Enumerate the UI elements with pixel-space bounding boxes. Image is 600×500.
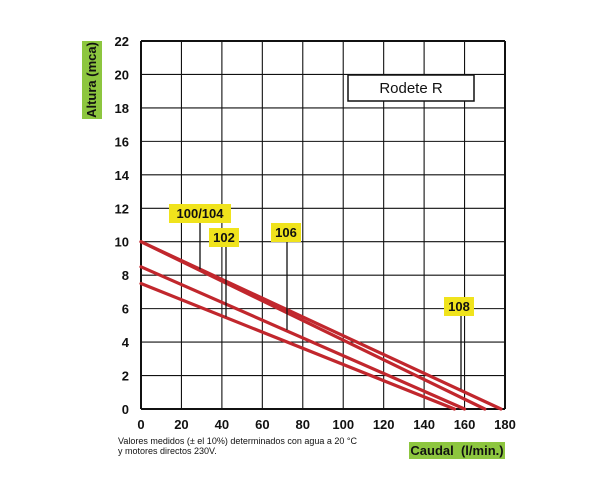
tag-label: 102 — [213, 230, 235, 245]
y-tick-20: 20 — [115, 67, 129, 82]
x-tick-140: 140 — [413, 417, 435, 432]
label-leaders — [199, 223, 462, 390]
chart-title: Rodete R — [379, 80, 443, 97]
x-tick-40: 40 — [215, 417, 229, 432]
y-axis-label-text: Altura (mca) — [84, 42, 99, 118]
tag-106: 106 — [271, 223, 301, 242]
y-tick-8: 8 — [122, 268, 129, 283]
measurement-note: Valores medidos (± el 10%) determinados … — [118, 436, 418, 456]
curve-106 — [139, 265, 467, 411]
tag-label: 106 — [275, 225, 297, 240]
x-tick-80: 80 — [296, 417, 310, 432]
tag-102: 102 — [209, 228, 239, 247]
x-tick-120: 120 — [373, 417, 395, 432]
x-tick-0: 0 — [137, 417, 144, 432]
curves — [139, 240, 503, 411]
x-tick-60: 60 — [255, 417, 269, 432]
tag-bg — [169, 204, 231, 223]
y-tick-16: 16 — [115, 134, 129, 149]
x-axis-label-text: Caudal (l/min.) — [410, 443, 503, 458]
y-tick-labels: 0 2 4 6 8 10 12 14 16 18 20 22 — [115, 34, 130, 417]
tag-108: 108 — [444, 297, 474, 316]
y-tick-12: 12 — [115, 201, 129, 216]
series-tags: 100/104 102 106 108 — [169, 204, 474, 316]
y-tick-0: 0 — [122, 402, 129, 417]
x-tick-labels: 0 20 40 60 80 100 120 140 160 180 — [137, 417, 515, 432]
tag-100-104: 100/104 — [169, 204, 231, 223]
y-axis-label: Altura (mca) — [82, 41, 102, 119]
y-tick-10: 10 — [115, 235, 129, 250]
y-tick-14: 14 — [115, 168, 130, 183]
x-tick-160: 160 — [454, 417, 476, 432]
note-line-2: y motores directos 230V. — [118, 446, 217, 456]
y-tick-6: 6 — [122, 302, 129, 317]
note-line-1: Valores medidos (± el 10%) determinados … — [118, 436, 358, 446]
chart-title-box: Rodete R — [347, 74, 475, 102]
x-axis-label: Caudal (l/min.) — [409, 442, 505, 459]
tag-bg — [271, 223, 301, 242]
y-tick-18: 18 — [115, 101, 129, 116]
tag-label: 108 — [448, 299, 470, 314]
x-tick-180: 180 — [494, 417, 516, 432]
y-tick-4: 4 — [122, 335, 130, 350]
y-tick-22: 22 — [115, 34, 129, 49]
tag-bg — [444, 297, 474, 316]
x-tick-20: 20 — [174, 417, 188, 432]
x-tick-100: 100 — [332, 417, 354, 432]
y-tick-2: 2 — [122, 369, 129, 384]
tag-label: 100/104 — [177, 206, 225, 221]
curve-108 — [139, 240, 503, 411]
curve-102 — [139, 281, 457, 411]
tag-bg — [209, 228, 239, 247]
